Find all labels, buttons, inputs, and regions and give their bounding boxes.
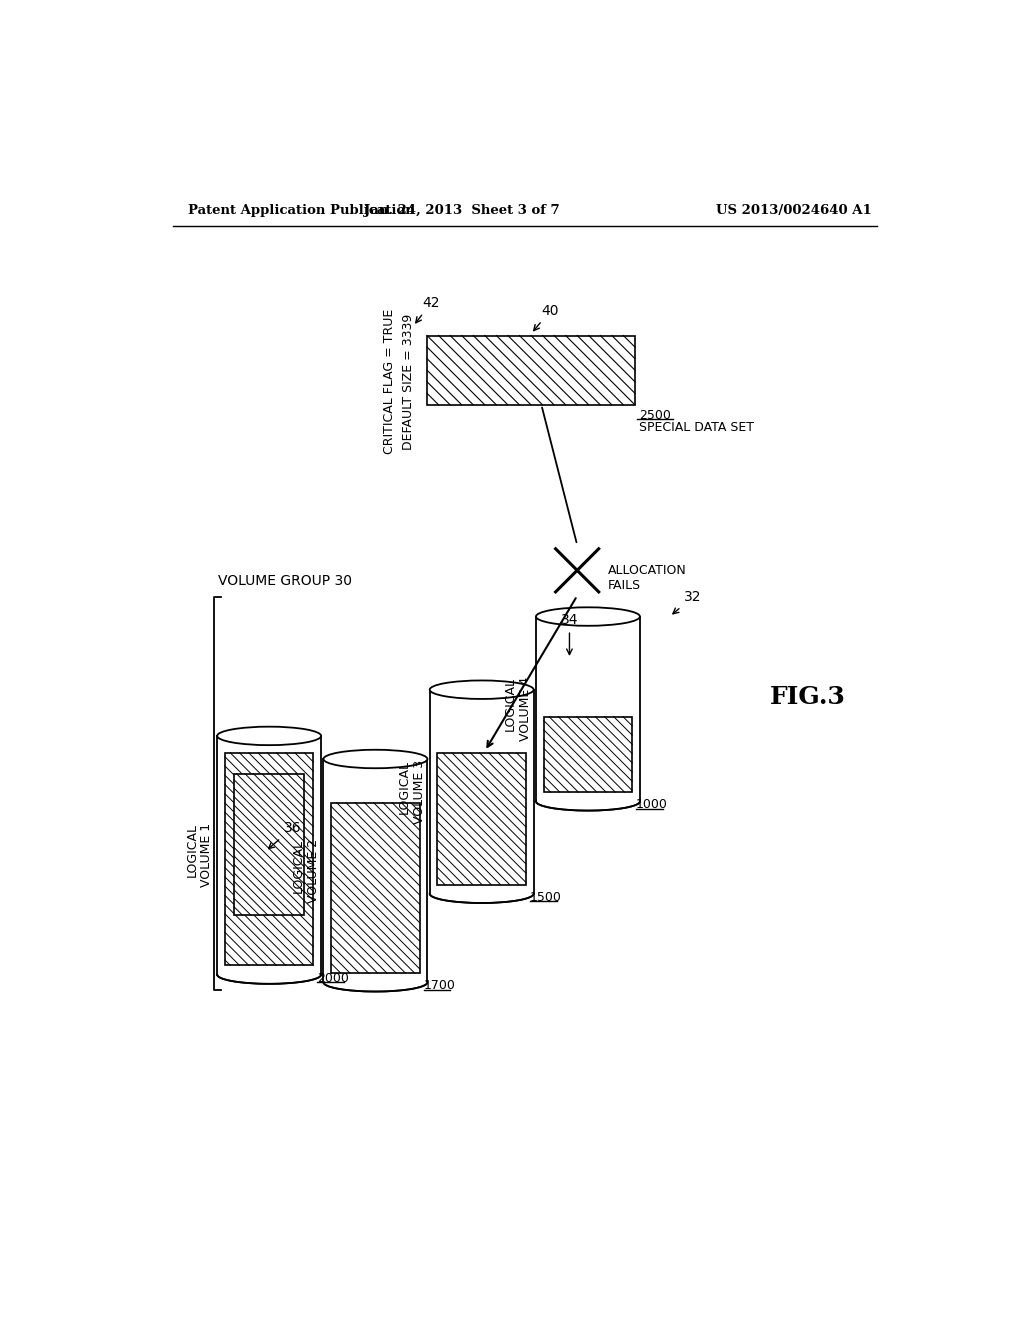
Text: SPECIAL DATA SET: SPECIAL DATA SET <box>639 421 754 434</box>
Text: Patent Application Publication: Patent Application Publication <box>188 205 415 218</box>
Text: LOGICAL
VOLUME 4: LOGICAL VOLUME 4 <box>504 677 532 741</box>
Text: 36: 36 <box>268 821 301 849</box>
Text: VOLUME GROUP 30: VOLUME GROUP 30 <box>217 574 351 589</box>
Text: 32: 32 <box>673 590 701 614</box>
Bar <box>544 717 632 792</box>
Text: CRITICAL FLAG = TRUE: CRITICAL FLAG = TRUE <box>383 309 396 454</box>
Bar <box>331 803 420 973</box>
Ellipse shape <box>324 750 427 768</box>
Bar <box>225 752 313 965</box>
Bar <box>225 752 313 965</box>
Text: LOGICAL
VOLUME 2: LOGICAL VOLUME 2 <box>292 838 319 903</box>
Ellipse shape <box>217 726 322 744</box>
Ellipse shape <box>430 681 534 700</box>
Bar <box>324 759 427 982</box>
Text: 1500: 1500 <box>529 891 562 904</box>
Text: 2000: 2000 <box>317 972 349 985</box>
Bar <box>430 689 534 894</box>
Bar <box>331 803 420 973</box>
Bar <box>536 616 640 801</box>
Text: FIG.3: FIG.3 <box>770 685 846 709</box>
Bar <box>427 335 635 405</box>
Bar <box>437 752 526 884</box>
Text: LOGICAL
VOLUME 3: LOGICAL VOLUME 3 <box>398 760 426 824</box>
Text: 1700: 1700 <box>424 979 456 993</box>
Text: 34: 34 <box>561 614 579 655</box>
Text: US 2013/0024640 A1: US 2013/0024640 A1 <box>716 205 871 218</box>
Bar <box>544 717 632 792</box>
Bar <box>437 752 526 884</box>
Bar <box>427 335 635 405</box>
Ellipse shape <box>536 607 640 626</box>
Text: 1000: 1000 <box>636 799 668 812</box>
Text: 2500: 2500 <box>639 409 671 421</box>
Bar <box>234 774 304 915</box>
Bar <box>234 774 304 915</box>
Text: LOGICAL
VOLUME 1: LOGICAL VOLUME 1 <box>185 824 213 887</box>
Text: Jan. 24, 2013  Sheet 3 of 7: Jan. 24, 2013 Sheet 3 of 7 <box>364 205 559 218</box>
Text: 40: 40 <box>534 304 559 330</box>
Bar <box>217 737 322 974</box>
Text: DEFAULT SIZE = 3339: DEFAULT SIZE = 3339 <box>402 314 416 450</box>
Text: ALLOCATION
FAILS: ALLOCATION FAILS <box>608 564 687 593</box>
Text: 42: 42 <box>416 296 439 323</box>
